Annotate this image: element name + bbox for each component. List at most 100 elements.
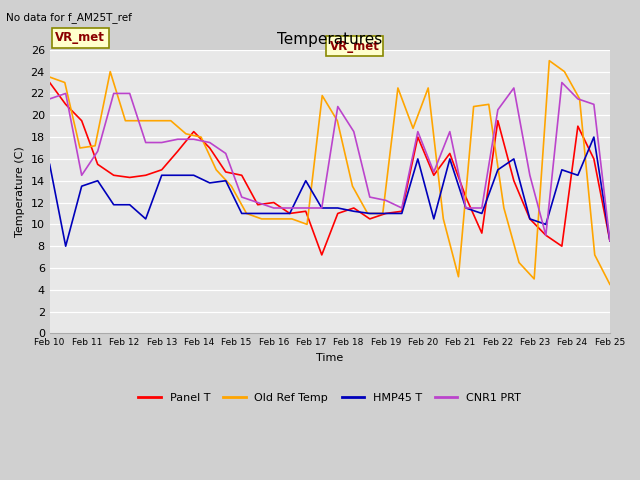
CNR1 PRT	[222, 151, 230, 156]
CNR1 PRT	[510, 85, 518, 91]
Old Ref Temp	[288, 216, 296, 222]
HMP45 T	[158, 172, 166, 178]
Panel T	[286, 211, 294, 216]
CNR1 PRT	[334, 104, 342, 109]
HMP45 T	[270, 211, 278, 216]
Y-axis label: Temperature (C): Temperature (C)	[15, 146, 25, 237]
CNR1 PRT	[126, 91, 134, 96]
CNR1 PRT	[110, 91, 118, 96]
Panel T	[494, 118, 502, 123]
CNR1 PRT	[254, 200, 262, 205]
HMP45 T	[382, 211, 390, 216]
CNR1 PRT	[78, 172, 86, 178]
Line: CNR1 PRT: CNR1 PRT	[50, 83, 610, 241]
CNR1 PRT	[574, 96, 582, 102]
HMP45 T	[126, 202, 134, 208]
Panel T	[510, 178, 518, 183]
Panel T	[222, 169, 230, 175]
CNR1 PRT	[542, 232, 550, 238]
Old Ref Temp	[485, 101, 493, 107]
Title: Temperatures: Temperatures	[277, 32, 382, 47]
CNR1 PRT	[142, 140, 150, 145]
HMP45 T	[174, 172, 182, 178]
HMP45 T	[238, 211, 246, 216]
CNR1 PRT	[414, 129, 422, 134]
HMP45 T	[206, 180, 214, 186]
HMP45 T	[414, 156, 422, 162]
HMP45 T	[590, 134, 598, 140]
Panel T	[238, 172, 246, 178]
CNR1 PRT	[286, 205, 294, 211]
Old Ref Temp	[576, 96, 584, 102]
Old Ref Temp	[243, 211, 250, 216]
CNR1 PRT	[270, 205, 278, 211]
Text: No data for f_AM25T_ref: No data for f_AM25T_ref	[6, 12, 132, 23]
HMP45 T	[526, 216, 534, 222]
Panel T	[446, 151, 454, 156]
HMP45 T	[494, 167, 502, 173]
Old Ref Temp	[258, 216, 266, 222]
X-axis label: Time: Time	[316, 353, 344, 363]
HMP45 T	[350, 208, 358, 214]
Line: Panel T: Panel T	[50, 83, 610, 255]
CNR1 PRT	[318, 205, 326, 211]
Old Ref Temp	[137, 118, 145, 123]
Old Ref Temp	[394, 85, 402, 91]
CNR1 PRT	[158, 140, 166, 145]
Panel T	[414, 134, 422, 140]
Old Ref Temp	[545, 58, 553, 63]
Old Ref Temp	[440, 216, 447, 222]
Old Ref Temp	[364, 211, 371, 216]
HMP45 T	[430, 216, 438, 222]
Old Ref Temp	[212, 167, 220, 173]
Old Ref Temp	[167, 118, 175, 123]
Panel T	[542, 232, 550, 238]
Panel T	[206, 145, 214, 151]
Old Ref Temp	[349, 183, 356, 189]
HMP45 T	[446, 156, 454, 162]
CNR1 PRT	[302, 205, 310, 211]
Old Ref Temp	[333, 118, 341, 123]
CNR1 PRT	[238, 194, 246, 200]
Old Ref Temp	[379, 211, 387, 216]
HMP45 T	[542, 221, 550, 227]
HMP45 T	[318, 205, 326, 211]
Panel T	[254, 202, 262, 208]
CNR1 PRT	[350, 129, 358, 134]
Old Ref Temp	[515, 260, 523, 265]
Panel T	[574, 123, 582, 129]
Panel T	[334, 211, 342, 216]
HMP45 T	[110, 202, 118, 208]
HMP45 T	[94, 178, 102, 183]
HMP45 T	[254, 211, 262, 216]
HMP45 T	[334, 205, 342, 211]
Panel T	[158, 167, 166, 173]
CNR1 PRT	[398, 205, 406, 211]
HMP45 T	[574, 172, 582, 178]
Line: Old Ref Temp: Old Ref Temp	[50, 60, 610, 284]
HMP45 T	[286, 211, 294, 216]
Panel T	[62, 101, 70, 107]
Old Ref Temp	[591, 252, 598, 258]
CNR1 PRT	[446, 129, 454, 134]
Old Ref Temp	[561, 69, 568, 74]
HMP45 T	[142, 216, 150, 222]
Panel T	[78, 118, 86, 123]
CNR1 PRT	[382, 197, 390, 203]
CNR1 PRT	[46, 96, 54, 102]
Panel T	[430, 172, 438, 178]
Panel T	[606, 238, 614, 244]
CNR1 PRT	[94, 148, 102, 154]
Panel T	[110, 172, 118, 178]
Panel T	[174, 148, 182, 154]
HMP45 T	[366, 211, 374, 216]
Panel T	[94, 161, 102, 167]
Panel T	[270, 200, 278, 205]
CNR1 PRT	[590, 101, 598, 107]
Panel T	[478, 230, 486, 236]
Old Ref Temp	[152, 118, 159, 123]
CNR1 PRT	[558, 80, 566, 85]
Panel T	[398, 208, 406, 214]
Old Ref Temp	[197, 134, 205, 140]
Old Ref Temp	[470, 104, 477, 109]
